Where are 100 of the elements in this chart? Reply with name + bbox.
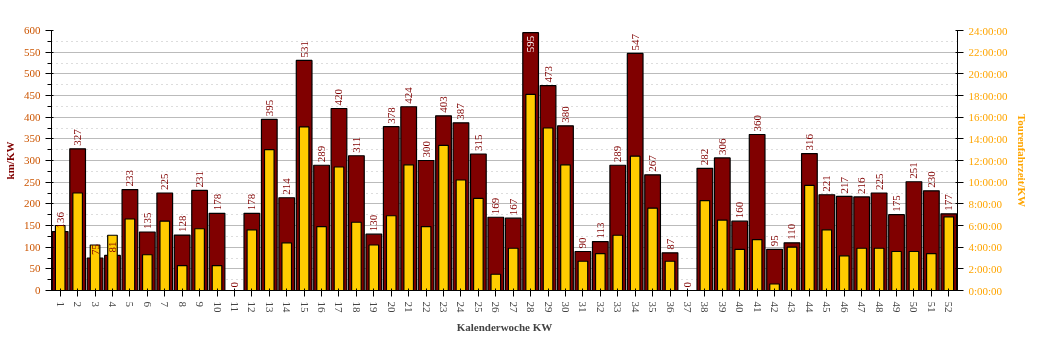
data-label: 110 bbox=[785, 223, 798, 240]
x-tick-label: 26 bbox=[490, 301, 503, 313]
x-tick-label: 34 bbox=[629, 301, 642, 313]
data-label: 216 bbox=[855, 176, 868, 194]
x-tick-label: 42 bbox=[769, 301, 782, 313]
data-label: 221 bbox=[820, 175, 833, 192]
data-label: 424 bbox=[402, 86, 415, 104]
data-label: 233 bbox=[123, 169, 136, 187]
x-tick-label: 48 bbox=[873, 301, 886, 313]
data-label: 289 bbox=[611, 145, 624, 163]
data-label: 420 bbox=[332, 88, 345, 106]
y2-tick-label: 20:00:00 bbox=[968, 67, 1009, 80]
data-label: 217 bbox=[837, 176, 850, 194]
x-tick-label: 39 bbox=[716, 301, 729, 313]
data-label: 178 bbox=[245, 193, 258, 211]
data-label: 267 bbox=[646, 154, 659, 172]
x-tick-label: 5 bbox=[124, 301, 137, 308]
x-tick-label: 8 bbox=[176, 301, 189, 308]
x-tick-label: 16 bbox=[316, 301, 329, 313]
data-label: 327 bbox=[71, 128, 84, 146]
y-axis-title: km/KW bbox=[4, 141, 16, 180]
y-tick-label: 450 bbox=[24, 89, 41, 101]
x-tick-label: 37 bbox=[681, 301, 694, 313]
x-tick-label: 43 bbox=[786, 301, 799, 313]
y-tick-label: 550 bbox=[24, 45, 41, 58]
data-label: 473 bbox=[541, 65, 554, 83]
y-tick-label: 400 bbox=[24, 110, 41, 123]
x-tick-label: 6 bbox=[141, 301, 154, 308]
x-tick-label: 12 bbox=[246, 301, 259, 313]
x-tick-label: 40 bbox=[734, 301, 747, 313]
y2-tick-label: 6:00:00 bbox=[968, 219, 1003, 232]
data-label: 95 bbox=[768, 234, 781, 247]
x-tick-label: 13 bbox=[263, 301, 276, 313]
data-label: 251 bbox=[907, 162, 920, 179]
data-label: 380 bbox=[558, 105, 571, 123]
data-label: 395 bbox=[262, 99, 275, 117]
x-tick-label: 51 bbox=[925, 301, 938, 313]
data-label: 531 bbox=[297, 40, 310, 58]
data-label: 547 bbox=[628, 33, 641, 51]
x-tick-label: 4 bbox=[106, 301, 119, 308]
data-label: 175 bbox=[890, 194, 903, 212]
data-label: 311 bbox=[349, 136, 362, 153]
data-label: 177 bbox=[942, 193, 955, 211]
x-tick-label: 38 bbox=[699, 301, 712, 313]
x-tick-label: 27 bbox=[507, 301, 520, 313]
x-tick-label: 21 bbox=[403, 301, 416, 313]
y-tick-label: 0 bbox=[35, 284, 41, 296]
x-tick-label: 14 bbox=[281, 301, 294, 313]
data-label: 360 bbox=[750, 114, 763, 132]
data-label: 595 bbox=[524, 35, 537, 53]
data-label: 0 bbox=[680, 281, 693, 288]
data-label: 403 bbox=[437, 95, 450, 113]
x-tick-label: 49 bbox=[891, 301, 904, 313]
x-tick-label: 15 bbox=[298, 301, 311, 313]
x-tick-label: 28 bbox=[525, 301, 538, 313]
x-tick-label: 44 bbox=[803, 301, 816, 313]
x-tick-label: 25 bbox=[472, 301, 485, 313]
x-tick-label: 11 bbox=[228, 301, 241, 313]
x-tick-label: 35 bbox=[647, 301, 660, 313]
x-tick-label: 47 bbox=[856, 301, 869, 313]
data-label: 136 bbox=[53, 211, 66, 229]
data-label: 230 bbox=[924, 170, 937, 188]
x-tick-label: 7 bbox=[159, 301, 172, 308]
y2-tick-label: 8:00:00 bbox=[968, 197, 1003, 210]
data-label: 225 bbox=[872, 173, 885, 190]
y-tick-label: 250 bbox=[24, 175, 41, 188]
data-label: 128 bbox=[175, 215, 188, 233]
data-label: 282 bbox=[698, 148, 711, 166]
y2-tick-label: 0:00:00 bbox=[968, 284, 1003, 297]
y2-tick-label: 16:00:00 bbox=[968, 111, 1009, 124]
data-label: 315 bbox=[471, 134, 484, 151]
y-tick-label: 300 bbox=[24, 154, 41, 166]
x-tick-label: 33 bbox=[612, 301, 625, 313]
x-tick-label: 36 bbox=[664, 301, 677, 313]
x-tick-label: 10 bbox=[211, 301, 224, 313]
data-label: 300 bbox=[419, 140, 432, 158]
y-tick-label: 150 bbox=[24, 219, 41, 231]
data-label: 214 bbox=[280, 177, 293, 195]
data-label: 75 bbox=[88, 243, 101, 255]
data-label: 81 bbox=[105, 241, 118, 253]
x-tick-label: 23 bbox=[438, 301, 451, 313]
x-tick-label: 19 bbox=[368, 301, 381, 313]
data-label: 387 bbox=[454, 102, 467, 120]
y2-tick-label: 10:00:00 bbox=[968, 176, 1009, 189]
x-tick-label: 18 bbox=[350, 301, 363, 313]
data-label: 178 bbox=[210, 193, 223, 211]
x-axis-title: Kalenderwoche KW bbox=[456, 320, 553, 333]
data-label: 87 bbox=[663, 238, 676, 250]
x-tick-label: 1 bbox=[54, 301, 67, 307]
x-tick-label: 17 bbox=[333, 301, 346, 313]
y-tick-label: 600 bbox=[24, 24, 41, 36]
y2-tick-label: 2:00:00 bbox=[968, 262, 1003, 275]
y2-tick-label: 18:00:00 bbox=[968, 89, 1009, 102]
data-label: 167 bbox=[506, 198, 519, 216]
data-label: 225 bbox=[158, 173, 171, 190]
x-tick-label: 50 bbox=[908, 301, 921, 313]
x-tick-label: 29 bbox=[542, 301, 555, 313]
x-tick-label: 30 bbox=[559, 301, 572, 313]
x-tick-label: 24 bbox=[455, 301, 468, 313]
data-label: 169 bbox=[489, 197, 502, 215]
